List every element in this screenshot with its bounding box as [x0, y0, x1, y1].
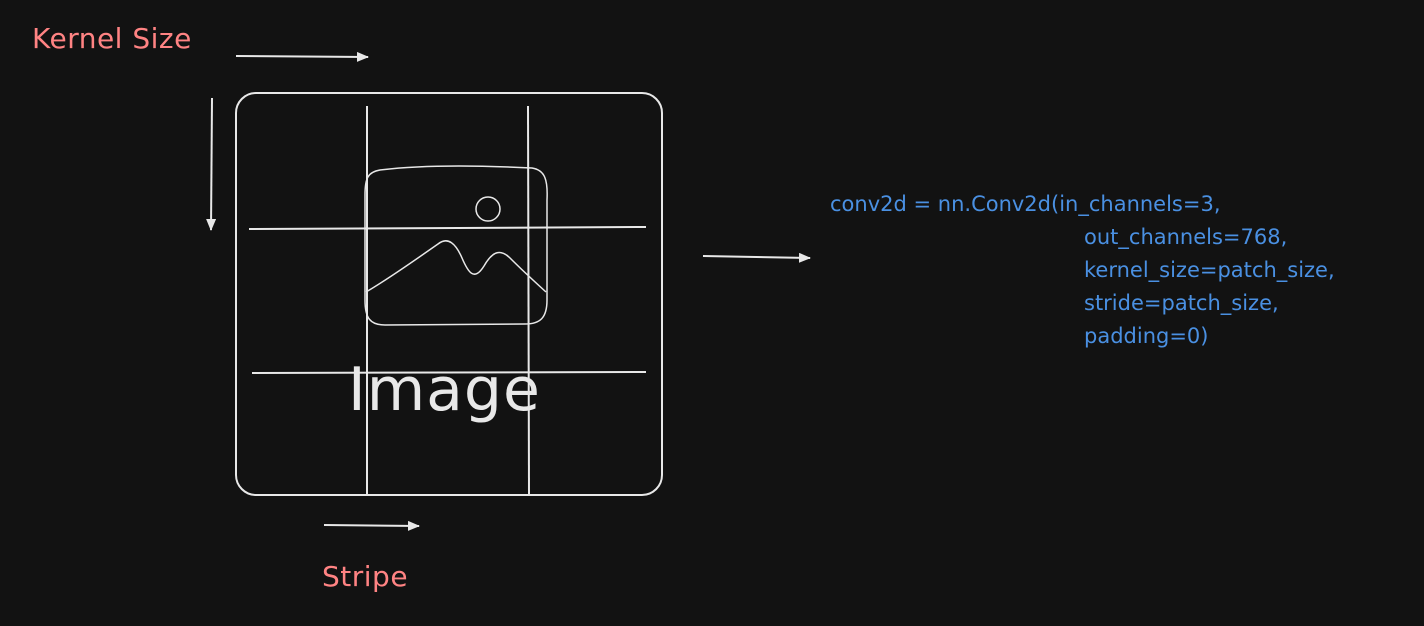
code-line-3: kernel_size=patch_size, [1084, 258, 1335, 282]
image-label: Image [348, 355, 541, 425]
stripe-label: Stripe [322, 560, 409, 593]
code-line-4: stride=patch_size, [1084, 291, 1279, 315]
code-line-2: out_channels=768, [1084, 225, 1288, 249]
code-line-5: padding=0) [1084, 324, 1209, 348]
grid-line-vertical-2 [527, 105, 530, 495]
output-arrow [702, 252, 811, 263]
grid-line-horizontal-2 [251, 371, 647, 374]
image-frame [235, 92, 663, 496]
grid-line-horizontal-1 [248, 226, 647, 230]
kernel-size-horizontal-arrow [235, 51, 369, 62]
image-icon [364, 165, 548, 326]
kernel-size-vertical-arrow [206, 97, 217, 231]
kernel-size-label: Kernel Size [32, 22, 192, 55]
stripe-arrow [323, 520, 420, 531]
code-line-1: conv2d = nn.Conv2d(in_channels=3, [830, 192, 1221, 216]
